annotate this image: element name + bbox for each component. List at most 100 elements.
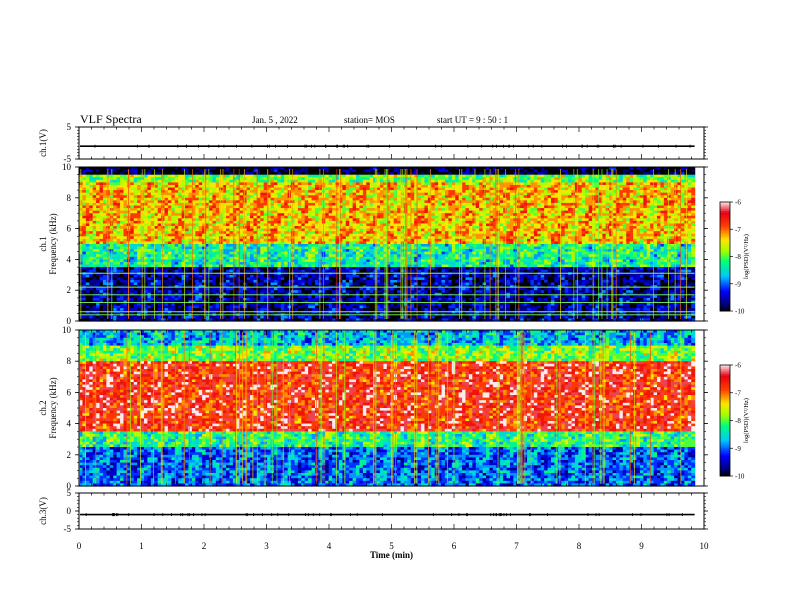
ch1-spectrogram-cell	[619, 187, 624, 191]
ch1-spectrogram-cell	[393, 179, 398, 183]
ch1-spectrogram-cell	[677, 169, 685, 173]
ch1-spectrogram-cell	[280, 177, 285, 181]
ch1-spectrogram-cell	[164, 167, 176, 171]
ch1-spectrogram-cell	[431, 174, 436, 178]
ch1-spectrogram-cell	[273, 184, 285, 189]
ch1-spectrogram-cell	[236, 190, 241, 194]
ch1-spectrogram-cell	[208, 169, 224, 173]
ch1-spectrogram-cell	[352, 169, 357, 173]
ch1-spectrogram-cell	[191, 184, 196, 189]
ch1-spectrogram-cell	[109, 179, 118, 183]
ch1-spectrogram-cell	[434, 167, 443, 171]
ch1-spectrogram-cell	[106, 182, 111, 186]
ch1-spectrogram-cell	[379, 167, 388, 171]
ch1-spectrogram-cell	[438, 179, 443, 183]
ch1-spectrogram-cell	[523, 167, 532, 171]
ch1-spectrogram-cell	[150, 167, 155, 171]
ch1-spectrogram-cell	[506, 187, 511, 191]
ch1-spectrogram-cell	[509, 167, 518, 171]
ch1-spectrogram-cell	[451, 184, 463, 189]
ch1-spectrogram-cell	[527, 169, 535, 173]
ch1-spectrogram-cell	[520, 172, 525, 176]
ch1-spectrogram-cell	[250, 177, 258, 181]
ch1-spectrogram-cell	[544, 187, 549, 191]
ch1-spectrogram-cell	[369, 187, 374, 191]
ch1-spectrogram-cell	[414, 182, 419, 186]
ch1-spectrogram-cell	[581, 174, 586, 178]
ch1-spectrogram-cell	[345, 179, 350, 183]
ch1-spectrogram-cell	[349, 179, 354, 183]
ch1-spectrogram-cell	[89, 167, 107, 171]
ch1-spectrogram-cell	[561, 179, 566, 183]
ch1-spectrogram-cell	[684, 177, 696, 181]
ch1-spectrogram-cell	[297, 177, 302, 181]
ch1-spectrogram-cell	[260, 192, 268, 196]
ch1-spectrogram-cell	[643, 182, 651, 186]
ch1-spectrogram-cell	[106, 167, 111, 171]
ch1-spectrogram-cell	[79, 167, 87, 171]
ch1-spectrogram-cell	[328, 177, 333, 181]
ch1-spectrogram-cell	[253, 172, 258, 176]
ch1-spectrogram-cell	[243, 190, 248, 194]
ch1-spectrogram-cell	[424, 182, 432, 186]
ch1-spectrogram-cell	[150, 182, 155, 186]
ch1-spectrogram-cell	[328, 167, 350, 171]
ch1-spectrogram-cell	[188, 182, 193, 186]
ch1-spectrogram-cell	[191, 182, 196, 186]
ch1-spectrogram-cell	[147, 182, 152, 186]
ch1-spectrogram-cell	[663, 167, 668, 171]
ch1-spectrogram-cell	[328, 179, 333, 183]
ch1-spectrogram-cell	[212, 192, 220, 196]
ch1-spectrogram-cell	[328, 174, 333, 178]
ch1-spectrogram-cell	[434, 184, 439, 189]
ch1-spectrogram-cell	[369, 184, 374, 189]
ch1-spectrogram-cell	[96, 174, 101, 178]
ch1-spectrogram-cell	[140, 182, 145, 186]
ch1-spectrogram-cell	[465, 174, 473, 178]
ch1-spectrogram-cell	[629, 172, 634, 176]
ch1-spectrogram-cell	[85, 179, 90, 183]
ch1-spectrogram-cell	[643, 187, 648, 191]
ch1-spectrogram-cell	[646, 177, 651, 181]
ch1-spectrogram-cell	[636, 174, 641, 178]
ch1-spectrogram-cell	[653, 174, 658, 178]
ch1-spectrogram-cell	[386, 184, 391, 189]
ch1-spectrogram-cell	[205, 182, 210, 186]
ch1-spectrogram-cell	[646, 174, 651, 178]
ch1-spectrogram-cell	[304, 174, 309, 178]
ch1-spectrogram-cell	[116, 177, 121, 181]
ch1-spectrogram-cell	[438, 187, 446, 191]
ch1-spectrogram-cell	[622, 177, 627, 181]
ch1-spectrogram-cell	[345, 172, 350, 176]
ch1-spectrogram-cell	[499, 167, 504, 171]
ch1-spectrogram-cell	[609, 179, 614, 183]
ch1-spectrogram-cell	[475, 172, 480, 176]
ch1-spectrogram-cell	[509, 174, 514, 178]
ch1-spectrogram-cell	[633, 187, 641, 191]
ch1-spectrogram-cell	[174, 167, 179, 171]
ch1-spectrogram-cell	[143, 192, 149, 196]
ch1-spectrogram-cell	[349, 174, 354, 178]
ch1-spectrogram-cell	[198, 182, 203, 186]
ch1-spectrogram-cell	[171, 179, 176, 183]
ch1-spectrogram-cell	[390, 184, 398, 189]
ch1-spectrogram-cell	[468, 182, 473, 186]
ch1-spectrogram-cell	[499, 184, 511, 189]
ch1-spectrogram-cell	[171, 172, 176, 176]
ch1-spectrogram-cell	[643, 184, 655, 189]
ch1-spectrogram-cell	[400, 169, 415, 173]
ch1-spectrogram-cell	[403, 174, 412, 178]
ch1-spectrogram-cell	[256, 179, 268, 183]
ch1-spectrogram-cell	[222, 179, 231, 183]
ch1-spectrogram-cell	[229, 182, 237, 186]
ch1-spectrogram-cell	[219, 174, 224, 178]
ch1-spectrogram-cell	[178, 190, 183, 194]
ch1-spectrogram-cell	[554, 182, 559, 186]
ch1-spectrogram-cell	[130, 184, 138, 189]
ch1-spectrogram-cell	[523, 190, 528, 194]
ch1-spectrogram-cell	[444, 187, 453, 191]
ch1-spectrogram-cell	[297, 172, 302, 176]
ch1-spectrogram-cell	[304, 192, 309, 196]
ch1-spectrogram-cell	[544, 190, 549, 194]
ch1-spectrogram-cell	[434, 182, 439, 186]
